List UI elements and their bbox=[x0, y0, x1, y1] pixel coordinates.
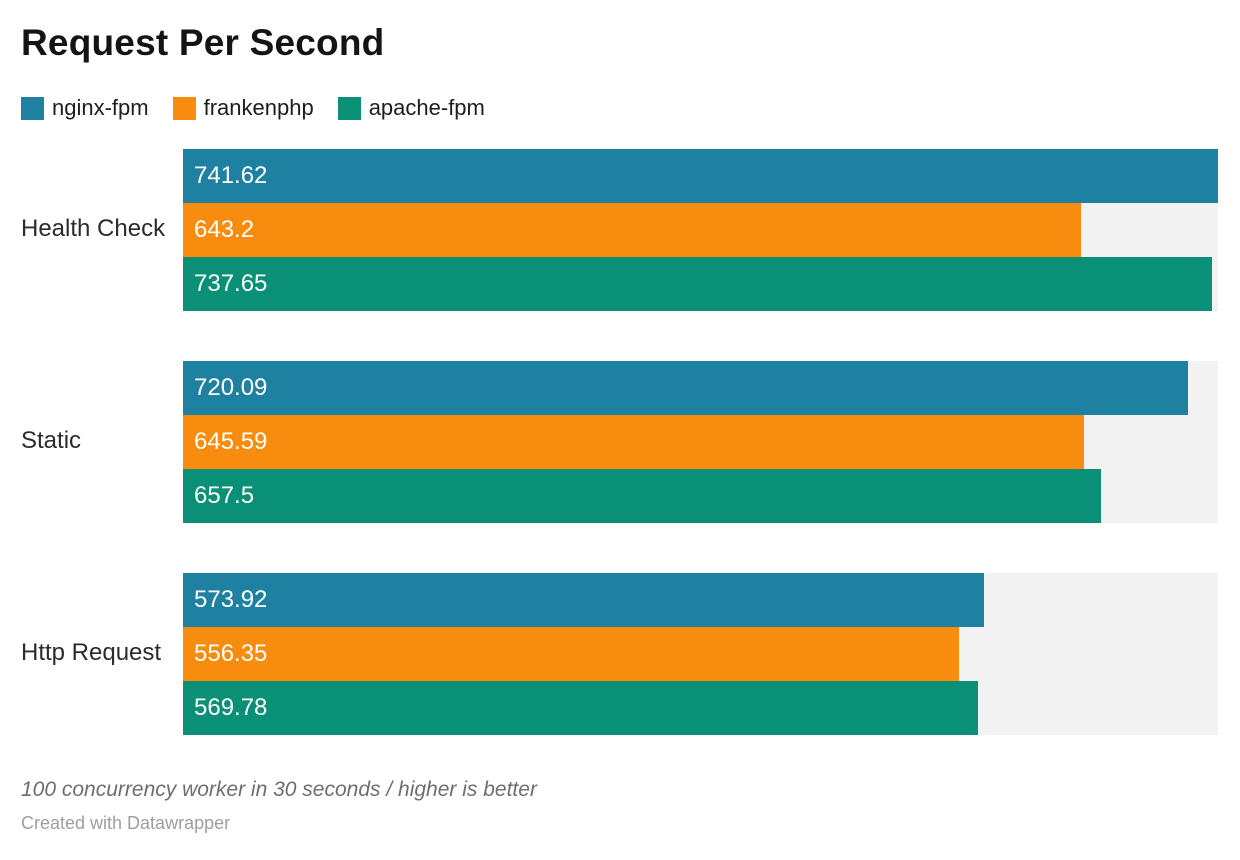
bar-static-frankenphp: 645.59 bbox=[183, 414, 1084, 469]
datawrapper-attribution[interactable]: Created with Datawrapper bbox=[21, 812, 231, 833]
bar-chart: Health Check 741.62 643.2 737.65 bbox=[21, 148, 1218, 735]
bar-value-label: 720.09 bbox=[194, 373, 268, 401]
legend-swatch-nginx-fpm bbox=[21, 96, 44, 120]
legend-label-nginx-fpm: nginx-fpm bbox=[52, 95, 149, 121]
legend-swatch-frankenphp bbox=[172, 96, 196, 120]
category-label-health-check: Health Check bbox=[21, 215, 166, 243]
bar-value-label: 737.65 bbox=[194, 269, 268, 297]
bar-health-check-nginx-fpm: 741.62 bbox=[183, 148, 1218, 203]
bar-value-label: 573.92 bbox=[194, 585, 268, 613]
bar-value-label: 569.78 bbox=[194, 693, 268, 721]
category-label-http-request: Http Request bbox=[21, 639, 162, 667]
bar-value-label: 741.62 bbox=[194, 161, 268, 189]
bar-value-label: 556.35 bbox=[194, 639, 268, 667]
bar-track-health-check: 741.62 643.2 737.65 bbox=[183, 148, 1218, 311]
legend-item-frankenphp: frankenphp bbox=[172, 95, 314, 121]
bar-static-apache-fpm: 657.5 bbox=[183, 468, 1101, 523]
chart-title: Request Per Second bbox=[21, 22, 385, 63]
category-label-static: Static bbox=[21, 427, 82, 455]
bar-static-nginx-fpm: 720.09 bbox=[183, 360, 1188, 415]
bar-value-label: 657.5 bbox=[194, 481, 255, 509]
bar-health-check-frankenphp: 643.2 bbox=[183, 202, 1081, 257]
legend-label-apache-fpm: apache-fpm bbox=[368, 95, 485, 121]
legend-item-apache-fpm: apache-fpm bbox=[337, 95, 485, 121]
legend: nginx-fpm frankenphp apache-fpm bbox=[21, 95, 1218, 121]
chart-footer: 100 concurrency worker in 30 seconds / h… bbox=[21, 777, 1218, 835]
bar-http-request-nginx-fpm: 573.92 bbox=[183, 572, 984, 627]
bar-track-static: 720.09 645.59 657.5 bbox=[183, 360, 1218, 523]
chart-container: Request Per Second nginx-fpm frankenphp … bbox=[21, 22, 1218, 835]
bar-track-http-request: 573.92 556.35 569.78 bbox=[183, 572, 1218, 735]
legend-label-frankenphp: frankenphp bbox=[203, 95, 314, 121]
bar-http-request-apache-fpm: 569.78 bbox=[183, 680, 979, 735]
bar-value-label: 643.2 bbox=[194, 215, 255, 243]
chart-note: 100 concurrency worker in 30 seconds / h… bbox=[21, 777, 537, 801]
bar-health-check-apache-fpm: 737.65 bbox=[183, 256, 1213, 311]
legend-swatch-apache-fpm bbox=[337, 96, 361, 120]
bar-http-request-frankenphp: 556.35 bbox=[183, 626, 960, 681]
bar-group-static: Static 720.09 645.59 657.5 bbox=[21, 360, 1218, 523]
bar-value-label: 645.59 bbox=[194, 427, 268, 455]
legend-item-nginx-fpm: nginx-fpm bbox=[21, 95, 149, 121]
bar-group-http-request: Http Request 573.92 556.35 569.78 bbox=[21, 572, 1218, 735]
bar-group-health-check: Health Check 741.62 643.2 737.65 bbox=[21, 148, 1218, 311]
